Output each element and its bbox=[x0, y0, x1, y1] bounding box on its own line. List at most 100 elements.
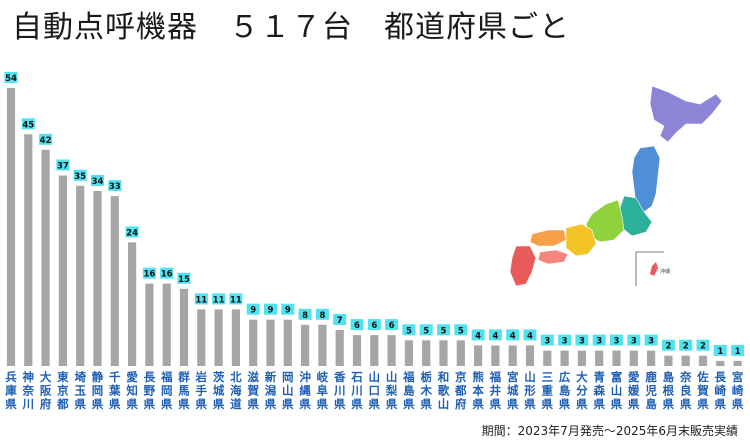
data-label-background bbox=[246, 303, 260, 315]
data-label-background bbox=[540, 334, 554, 346]
data-label-background bbox=[558, 334, 572, 346]
map-region-chugoku bbox=[529, 229, 567, 247]
data-label: 9 bbox=[268, 306, 274, 316]
category-label: 青 bbox=[593, 370, 605, 384]
category-label: 大 bbox=[576, 370, 588, 384]
data-label: 1 bbox=[735, 347, 741, 357]
data-label-background bbox=[194, 293, 208, 305]
category-label: 歌 bbox=[438, 384, 450, 398]
category-label: 県 bbox=[247, 397, 259, 411]
category-label: 馬 bbox=[178, 384, 190, 398]
category-label: 宮 bbox=[732, 370, 744, 384]
data-label: 8 bbox=[319, 311, 325, 321]
data-label: 11 bbox=[230, 295, 242, 305]
category-label: 佐 bbox=[696, 370, 709, 384]
category-label: 埼 bbox=[74, 370, 86, 384]
category-label: 根 bbox=[663, 384, 675, 398]
data-label: 33 bbox=[109, 182, 121, 192]
data-label: 2 bbox=[700, 342, 706, 352]
data-label: 3 bbox=[596, 337, 602, 347]
category-label: 岡 bbox=[92, 384, 104, 398]
data-label-background bbox=[160, 267, 174, 279]
category-label: 栃 bbox=[420, 370, 432, 384]
bar bbox=[41, 149, 50, 366]
category-label: 川 bbox=[350, 384, 363, 398]
data-label-background bbox=[333, 314, 347, 325]
bar bbox=[370, 335, 379, 366]
category-label: 崎 bbox=[715, 384, 727, 398]
bar bbox=[716, 360, 725, 366]
category-label: 県 bbox=[282, 397, 294, 411]
data-label: 37 bbox=[57, 162, 69, 172]
category-label: 県 bbox=[697, 397, 709, 411]
data-label-background bbox=[454, 324, 468, 336]
category-label: 県 bbox=[299, 397, 311, 411]
map-region-kinki bbox=[565, 223, 597, 257]
category-label: 宮 bbox=[507, 370, 519, 384]
category-label: 愛 bbox=[126, 370, 138, 384]
category-label: 児 bbox=[644, 384, 657, 398]
bar bbox=[439, 340, 448, 366]
data-label-background bbox=[264, 303, 277, 315]
bar bbox=[629, 350, 638, 366]
category-label: 県 bbox=[507, 397, 519, 411]
bar bbox=[612, 350, 621, 366]
category-label: 県 bbox=[265, 397, 277, 411]
category-label: 富 bbox=[611, 370, 623, 384]
bar bbox=[145, 283, 154, 366]
data-label-background bbox=[471, 329, 485, 341]
category-label: 北 bbox=[230, 370, 242, 384]
data-label: 6 bbox=[354, 321, 360, 331]
category-label: 井 bbox=[490, 384, 502, 398]
data-label-background bbox=[713, 344, 727, 356]
data-label: 3 bbox=[544, 337, 550, 347]
bar bbox=[543, 350, 552, 366]
category-label: 山 bbox=[386, 370, 398, 384]
category-label: 山 bbox=[524, 370, 536, 384]
category-label: 重 bbox=[542, 384, 554, 398]
bar bbox=[647, 350, 656, 366]
category-label: 道 bbox=[230, 397, 242, 411]
data-label-background bbox=[73, 169, 87, 181]
bar bbox=[162, 283, 171, 366]
bar bbox=[249, 319, 258, 366]
bar bbox=[474, 345, 483, 366]
category-label: 岡 bbox=[282, 370, 294, 384]
category-label: 愛 bbox=[628, 370, 640, 384]
category-label: 島 bbox=[663, 370, 675, 384]
category-label: 梨 bbox=[385, 384, 398, 398]
category-label: 県 bbox=[611, 397, 623, 411]
category-label: 和 bbox=[438, 370, 450, 384]
data-label-background bbox=[21, 118, 35, 130]
data-label-background bbox=[212, 293, 226, 305]
category-label: 県 bbox=[542, 397, 554, 411]
bar bbox=[110, 196, 119, 366]
category-label: 崎 bbox=[732, 384, 744, 398]
bar bbox=[681, 355, 690, 366]
data-label: 3 bbox=[579, 337, 585, 347]
data-label-background bbox=[731, 344, 745, 356]
data-label: 3 bbox=[648, 337, 654, 347]
category-label: 沖 bbox=[299, 370, 311, 384]
category-label: 庫 bbox=[5, 384, 17, 398]
data-label: 4 bbox=[492, 331, 498, 341]
category-label: 府 bbox=[455, 397, 467, 411]
data-label-background bbox=[350, 319, 364, 331]
data-label: 5 bbox=[406, 326, 412, 336]
bar bbox=[214, 309, 223, 366]
category-label: 川 bbox=[22, 397, 35, 411]
category-label: 賀 bbox=[246, 384, 259, 398]
category-label: 県 bbox=[144, 397, 156, 411]
category-label: 県 bbox=[109, 397, 121, 411]
map-region-hokkaido bbox=[649, 85, 723, 143]
category-label: 静 bbox=[92, 370, 104, 384]
category-label: 三 bbox=[542, 370, 554, 384]
data-label-background bbox=[4, 72, 18, 83]
category-label: 賀 bbox=[696, 384, 709, 398]
category-label: 阜 bbox=[317, 384, 329, 398]
data-label: 4 bbox=[510, 331, 516, 341]
category-label: 千 bbox=[109, 370, 121, 384]
category-label: 山 bbox=[369, 370, 381, 384]
data-label-background bbox=[661, 339, 675, 351]
okinawa-label: 沖縄 bbox=[660, 268, 670, 275]
